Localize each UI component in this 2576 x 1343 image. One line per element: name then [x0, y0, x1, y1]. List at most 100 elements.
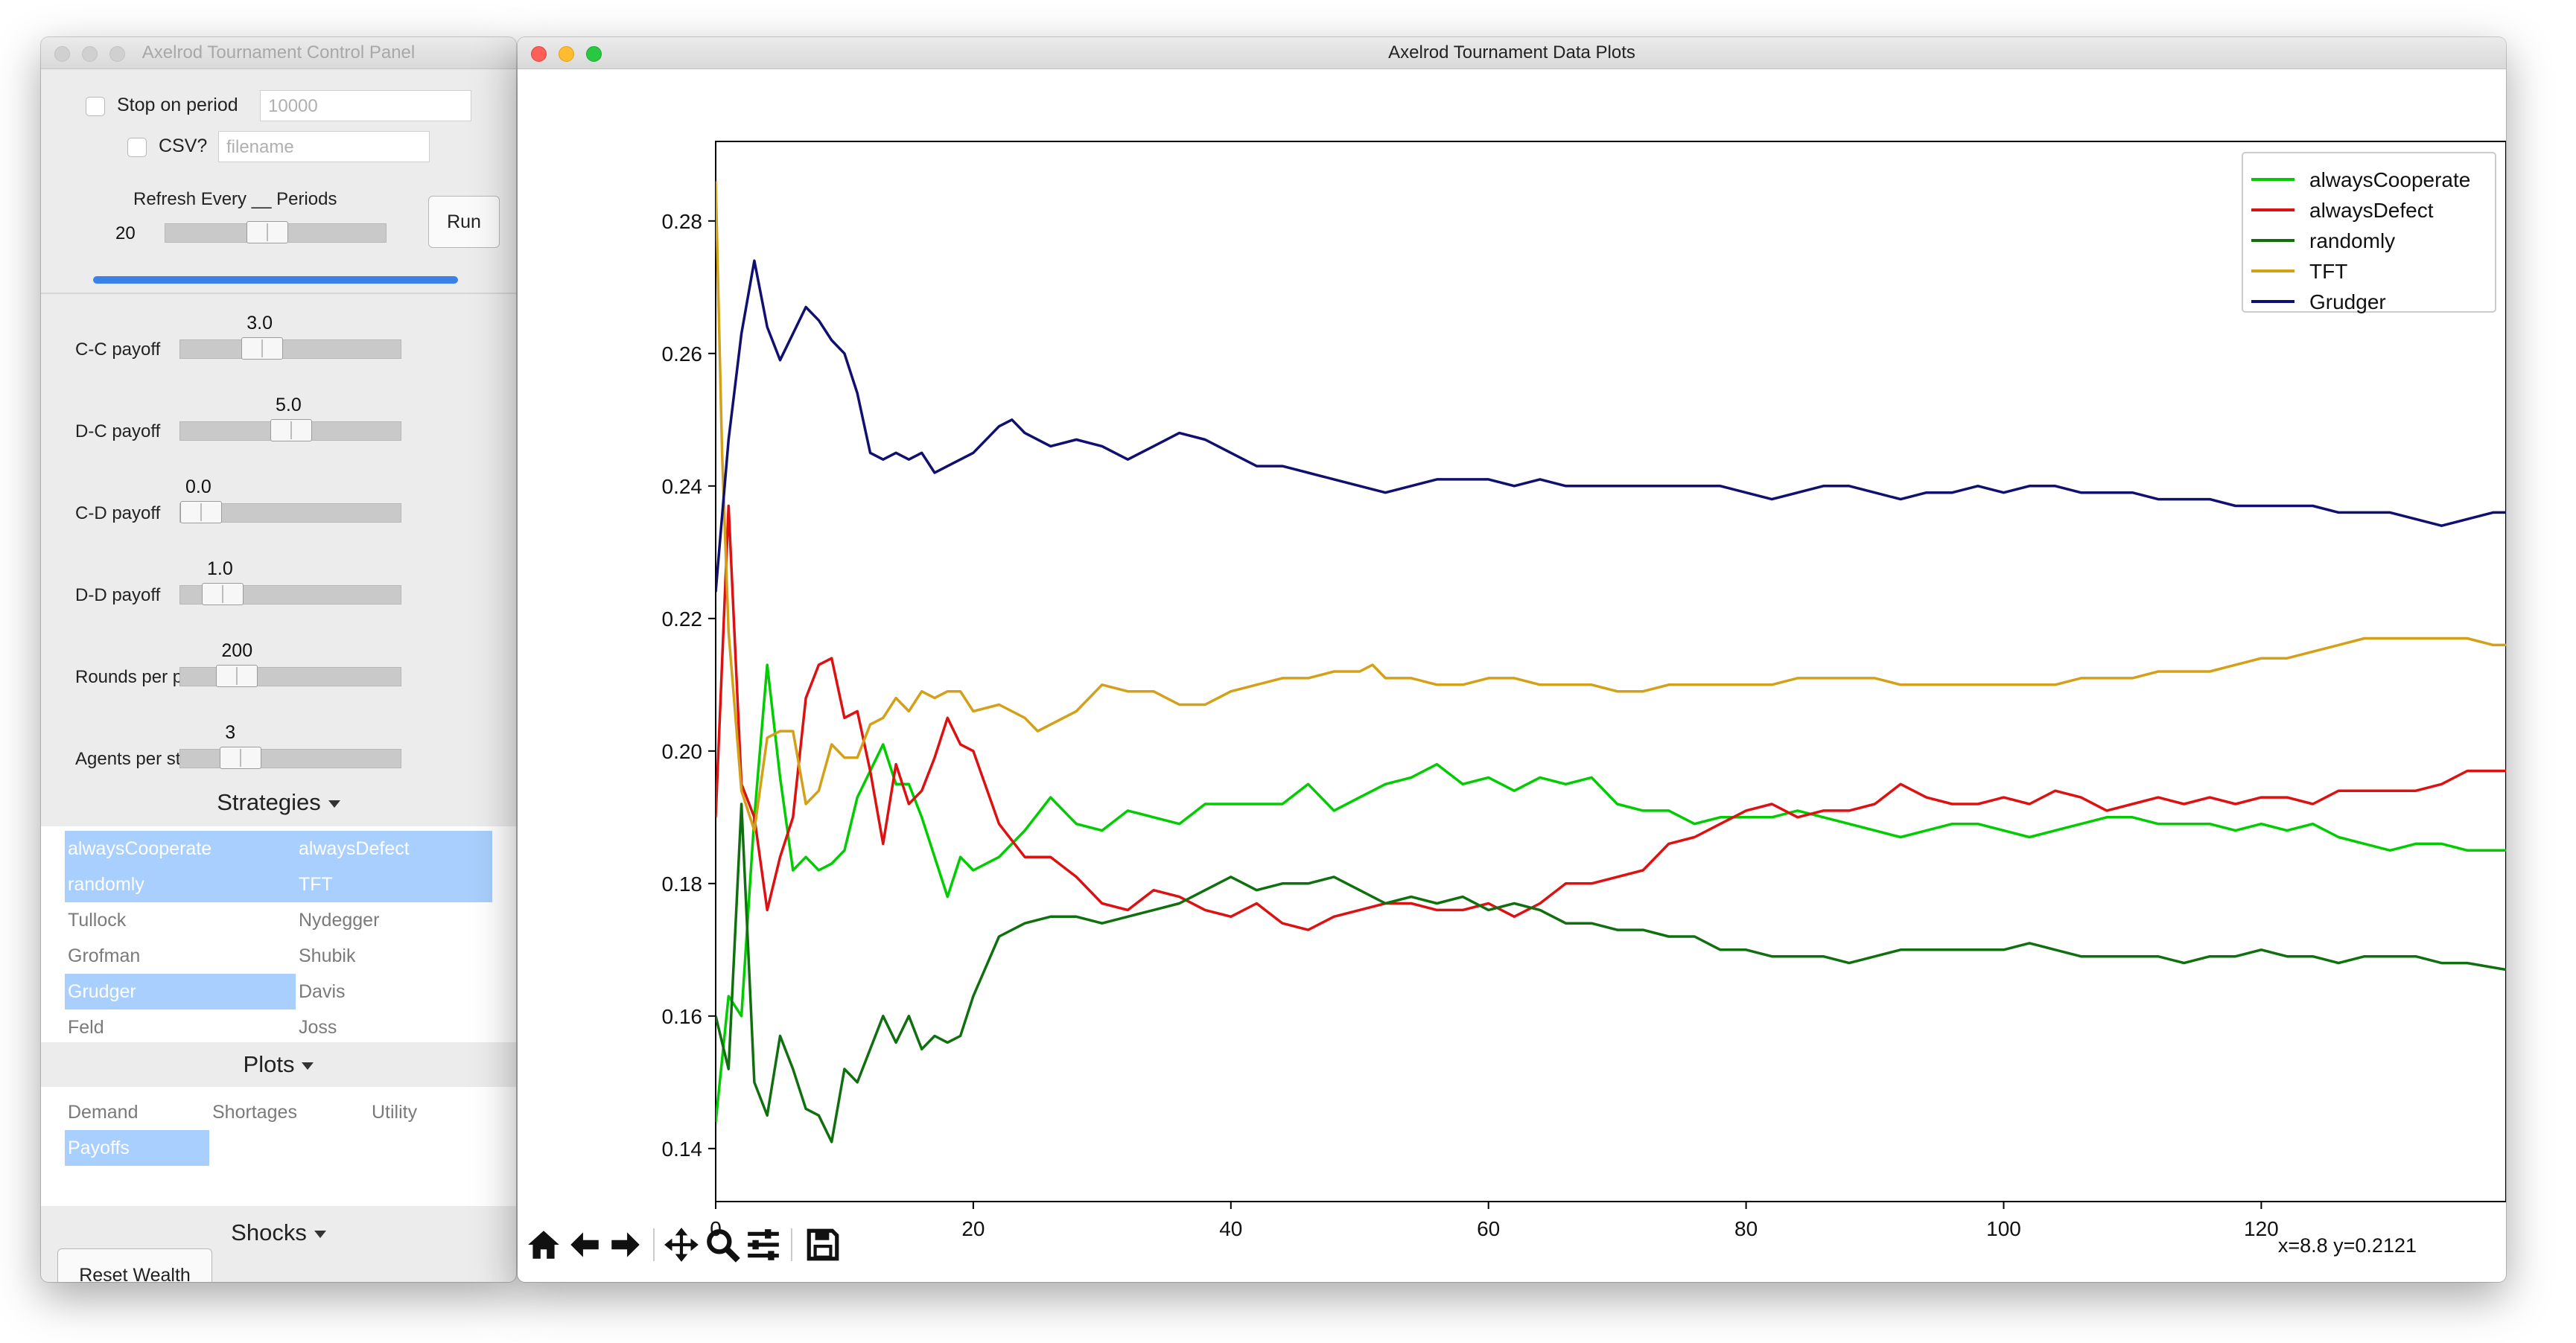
param-label: C-C payoff: [75, 339, 161, 360]
param-slider[interactable]: [179, 501, 401, 523]
param-slider-thumb[interactable]: [216, 665, 258, 687]
legend-box: [2242, 152, 2496, 313]
x-tick-label: 120: [2244, 1217, 2279, 1237]
y-tick-label: 0.26: [662, 342, 703, 366]
y-tick-label: 0.16: [662, 1005, 703, 1028]
plot-frame: [715, 141, 2506, 1202]
plot-item-utility[interactable]: Utility: [372, 1102, 418, 1123]
chevron-down-icon: [328, 800, 340, 808]
csv-checkbox[interactable]: [127, 138, 147, 157]
refresh-label: Refresh Every __ Periods: [133, 189, 337, 209]
strategy-item-tullock[interactable]: Tullock: [68, 910, 127, 931]
strategy-item-davis[interactable]: Davis: [299, 981, 346, 1002]
legend-label: alwaysDefect: [2309, 199, 2434, 222]
refresh-slider[interactable]: [165, 221, 387, 243]
param-value: 5.0: [276, 395, 302, 415]
legend-label: TFT: [2309, 260, 2347, 283]
x-tick-label: 60: [1477, 1217, 1500, 1237]
home-icon[interactable]: [525, 1226, 562, 1263]
stop-on-period-checkbox[interactable]: [86, 97, 105, 116]
y-tick-label: 0.14: [662, 1138, 703, 1161]
strategy-item-shubik[interactable]: Shubik: [299, 945, 356, 966]
configure-icon[interactable]: [745, 1226, 782, 1263]
csv-filename-input[interactable]: filename: [218, 131, 430, 162]
param-value: 200: [221, 640, 253, 661]
series-line-randomly: [716, 803, 2506, 1143]
divider: [41, 293, 516, 294]
zoom-window-button[interactable]: [586, 46, 602, 62]
y-tick-label: 0.18: [662, 873, 703, 896]
zoom-icon[interactable]: [704, 1226, 741, 1263]
strategy-item-nydegger[interactable]: Nydegger: [299, 910, 380, 931]
strategy-item-alwaysdefect[interactable]: alwaysDefect: [296, 831, 492, 867]
strategies-header[interactable]: Strategies: [41, 789, 516, 816]
x-tick-label: 40: [1219, 1217, 1242, 1237]
param-slider[interactable]: [179, 419, 401, 441]
matplotlib-toolbar: x=8.8 y=0.2121: [518, 1208, 2506, 1282]
strategy-item-randomly[interactable]: randomly: [65, 867, 296, 902]
param-label: C-D payoff: [75, 503, 161, 523]
close-window-button[interactable]: [54, 46, 70, 62]
strategy-item-joss[interactable]: Joss: [299, 1017, 337, 1038]
forward-arrow-icon[interactable]: [607, 1226, 644, 1263]
strategy-item-grudger[interactable]: Grudger: [65, 974, 296, 1009]
plot-window: Axelrod Tournament Data Plots 0.14 0.16 0.…: [518, 37, 2506, 1282]
plot-window-title: Axelrod Tournament Data Plots: [1388, 42, 1635, 63]
param-slider[interactable]: [179, 337, 401, 360]
x-tick-label: 80: [1734, 1217, 1758, 1237]
legend-label: alwaysCooperate: [2309, 168, 2470, 191]
y-tick-label: 0.22: [662, 607, 703, 631]
toolbar-divider: [653, 1228, 655, 1261]
line-chart: 0.140.160.180.200.220.240.260.28 0 20 40 60…: [662, 141, 2506, 1237]
shocks-header[interactable]: Shocks: [41, 1219, 516, 1246]
zoom-window-button[interactable]: [109, 46, 125, 62]
plots-header[interactable]: Plots: [41, 1051, 516, 1078]
y-axis: 0.14 0.16 0.18 0.20 0.22 0.24 0.26 0.28: [662, 210, 716, 1161]
legend: alwaysCooperate alwaysDefect randomly TFT Gr…: [2242, 152, 2496, 313]
param-label: D-C payoff: [75, 421, 161, 441]
param-slider[interactable]: [179, 747, 401, 769]
param-slider-thumb[interactable]: [241, 337, 284, 360]
back-arrow-icon[interactable]: [566, 1226, 603, 1263]
window-controls: [531, 46, 602, 62]
toolbar-divider: [791, 1228, 792, 1261]
minimize-window-button[interactable]: [559, 46, 574, 62]
coordinate-readout: x=8.8 y=0.2121: [2277, 1234, 2417, 1257]
save-icon[interactable]: [804, 1226, 842, 1263]
plot-window-titlebar: Axelrod Tournament Data Plots: [518, 37, 2506, 69]
pan-icon[interactable]: [663, 1226, 700, 1263]
strategy-item-feld[interactable]: Feld: [68, 1017, 104, 1038]
progress-bar: [93, 276, 458, 284]
strategy-item-tft[interactable]: TFT: [296, 867, 492, 902]
plot-item-payoffs[interactable]: Payoffs: [65, 1130, 209, 1166]
reset-wealth-button[interactable]: Reset Wealth: [57, 1248, 212, 1282]
x-tick-label: 20: [961, 1217, 985, 1237]
csv-label: CSV?: [159, 135, 208, 156]
refresh-value: 20: [115, 223, 136, 243]
param-slider[interactable]: [179, 583, 401, 605]
param-slider-thumb[interactable]: [180, 501, 222, 523]
run-button[interactable]: Run: [428, 196, 500, 248]
x-tick-label: 100: [1986, 1217, 2021, 1237]
series-line-alwaysCooperate: [716, 663, 2506, 1123]
strategy-item-alwayscooperate[interactable]: alwaysCooperate: [65, 831, 296, 867]
plot-item-demand[interactable]: Demand: [68, 1102, 139, 1123]
refresh-slider-thumb[interactable]: [246, 221, 288, 243]
param-value: 3.0: [247, 313, 273, 334]
series-line-Grudger: [716, 259, 2506, 593]
close-window-button[interactable]: [531, 46, 547, 62]
param-value: 1.0: [207, 558, 233, 579]
strategies-header-bar: [41, 784, 516, 821]
strategy-item-grofman[interactable]: Grofman: [68, 945, 141, 966]
series-line-TFT: [716, 181, 2506, 832]
chevron-down-icon: [314, 1230, 326, 1238]
param-slider-thumb[interactable]: [220, 747, 262, 769]
param-slider[interactable]: [179, 665, 401, 687]
control-panel-window: Axelrod Tournament Control Panel Stop on…: [41, 37, 516, 1282]
minimize-window-button[interactable]: [82, 46, 98, 62]
param-slider-thumb[interactable]: [202, 583, 244, 605]
stop-period-input[interactable]: 10000: [260, 90, 471, 121]
plot-item-shortages[interactable]: Shortages: [212, 1102, 297, 1123]
control-panel-titlebar: Axelrod Tournament Control Panel: [41, 37, 516, 69]
param-slider-thumb[interactable]: [270, 419, 312, 441]
